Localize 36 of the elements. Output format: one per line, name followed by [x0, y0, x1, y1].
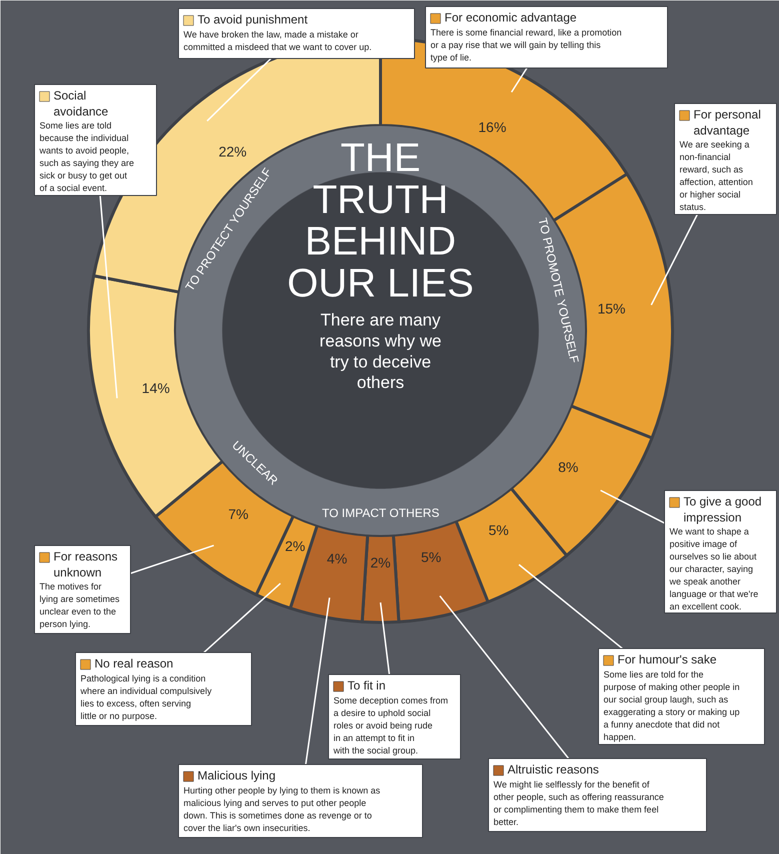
legend-label: For personal advantage	[694, 108, 761, 138]
legend-label: No real reason	[94, 656, 174, 670]
text: Some deception comes from a desire to uphold social roles or avoid being rude in an attempt to fit in with the social group.	[334, 696, 448, 756]
legend-label: For economic advantage	[444, 10, 577, 24]
text: We are seeking a non-financial reward, such as affection, attention or higher social status.	[680, 140, 753, 212]
text: The motives for lying are sometimes unclear even to the person lying.	[40, 582, 120, 629]
text: Some lies are told for the purpose of making other people in our social group laugh, such as exaggerating a story or making up a funny anecdote that did not happen.	[604, 670, 740, 742]
text: Some lies are told because the individual wants to avoid people, such as saying they are sick or busy to get out of a social event.	[40, 120, 134, 193]
legend-label: To give a good impression	[684, 494, 762, 525]
data-label: 4%	[326, 550, 348, 566]
data-label: 2%	[370, 554, 391, 570]
text: TO IMPACT OTHERS	[322, 506, 440, 520]
data-label: 14%	[142, 380, 170, 396]
text: There are many reasons why we try to deceive others	[320, 310, 442, 392]
data-label: 5%	[420, 548, 442, 565]
legend-label: Malicious lying	[198, 768, 276, 782]
text: We might lie selflessly for the benefit of other people, such as offering reassurance or complimenting them to make them feel better.	[494, 780, 664, 827]
data-label: 16%	[478, 119, 506, 136]
data-label: 5%	[488, 522, 509, 538]
legend-label: To avoid punishment	[198, 12, 308, 26]
legend-label: Altruistic reasons	[508, 762, 599, 776]
data-label: 2%	[284, 538, 306, 554]
text: Pathological lying is a condition where an individual compulsively lies to excess, often serving little or no purpose.	[80, 674, 212, 721]
legend-label: Social avoidance	[54, 88, 109, 119]
legend-label: For humour's sake	[618, 652, 717, 666]
data-label: 7%	[228, 506, 248, 522]
data-label: 8%	[558, 458, 578, 475]
text: Hurting other people by lying to them is known as malicious lying and serves to put other people down. This is sometimes done as revenge or to cover the liar's own insecurities.	[184, 786, 380, 833]
legend-label: To fit in	[348, 678, 386, 692]
data-label: 22%	[218, 144, 247, 160]
text: We want to shape a positive image of ourselves so lie about our character, saying we speak another language or that we're an excellent cook.	[670, 526, 758, 612]
text: There is some financial reward, like a promotion or a pay rise that we will gain by telling this type of lie.	[430, 28, 622, 62]
data-label: 15%	[597, 300, 626, 317]
text: THE TRUTH BEHIND OUR LIES	[287, 136, 474, 306]
legend-label: For reasons unknown	[54, 550, 118, 580]
text: We have broken the law, made a mistake or committed a misdeed that we want to cover up.	[184, 30, 372, 52]
